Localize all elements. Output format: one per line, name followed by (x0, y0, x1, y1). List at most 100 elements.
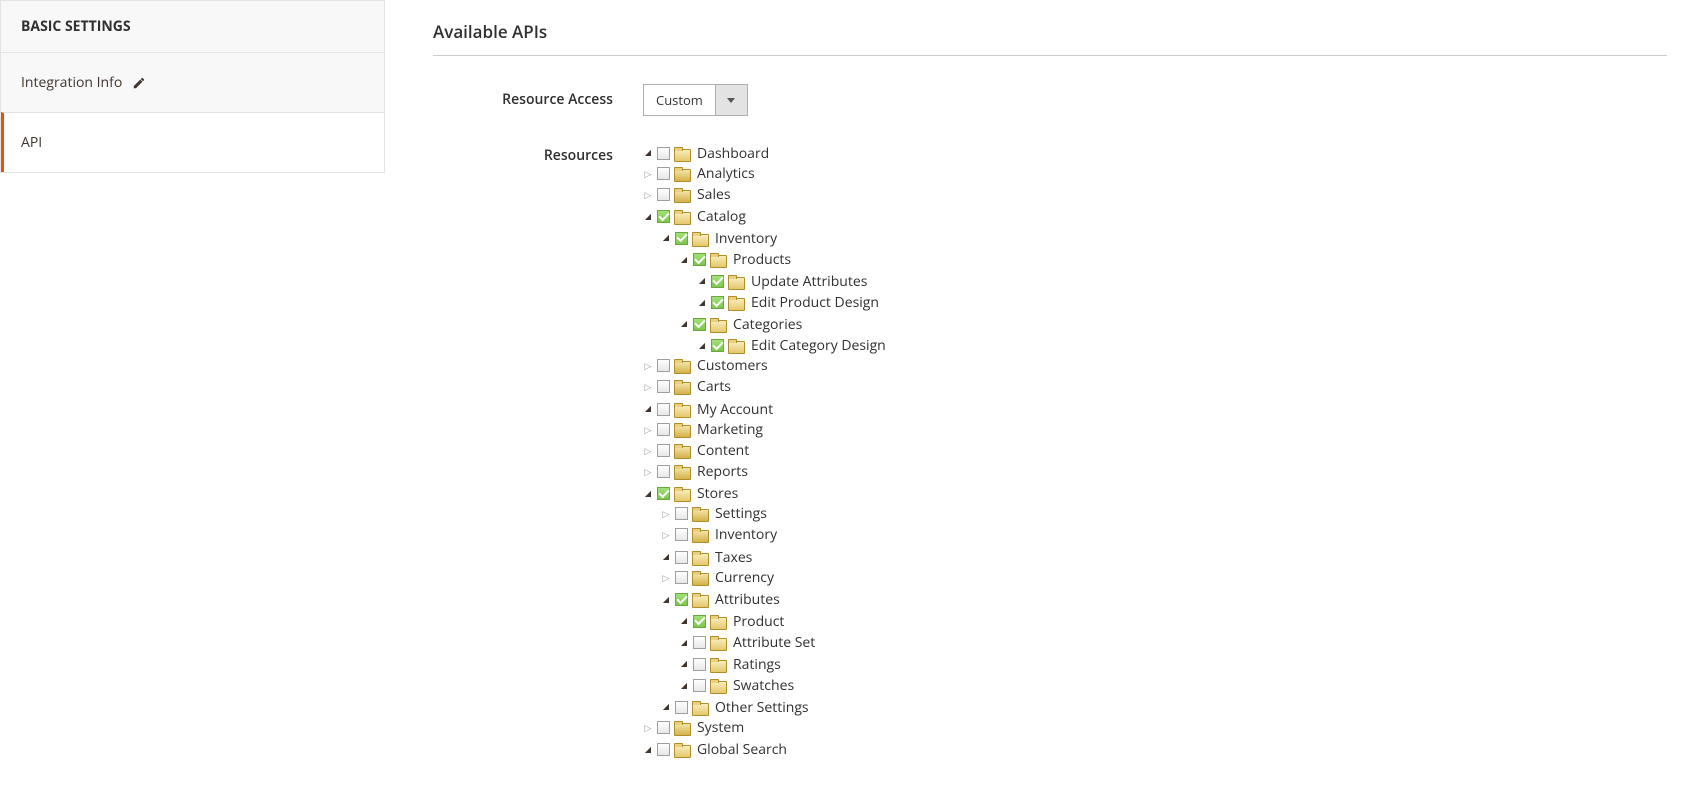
resource-tree: ◢ Dashboard ▷ Analytics ▷ Sales ◢ Catalog ◢ Inven… (643, 140, 1667, 758)
tree-node-label[interactable]: My Account (695, 399, 773, 420)
expand-icon[interactable]: ▷ (661, 571, 671, 585)
collapse-icon[interactable]: ◢ (679, 680, 689, 692)
tree-node-label[interactable]: Swatches (731, 675, 794, 696)
tree-node-label[interactable]: Ratings (731, 654, 781, 675)
tree-node-label[interactable]: Attributes (713, 589, 780, 610)
tree-checkbox[interactable] (657, 147, 670, 160)
tree-node-label[interactable]: Edit Category Design (749, 335, 886, 356)
tree-checkbox[interactable] (657, 487, 670, 500)
tree-node-label[interactable]: Analytics (695, 163, 755, 184)
collapse-icon[interactable]: ◢ (697, 275, 707, 287)
expand-icon[interactable]: ▷ (643, 380, 653, 394)
tree-checkbox[interactable] (657, 188, 670, 201)
collapse-icon[interactable]: ◢ (679, 658, 689, 670)
tree-checkbox[interactable] (657, 210, 670, 223)
tree-node-label[interactable]: Sales (695, 184, 731, 205)
collapse-icon[interactable]: ◢ (643, 147, 653, 159)
collapse-icon[interactable]: ◢ (643, 744, 653, 756)
expand-icon[interactable]: ▷ (643, 444, 653, 458)
tree-node-label[interactable]: Other Settings (713, 697, 809, 718)
collapse-icon[interactable]: ◢ (679, 637, 689, 649)
tree-node-label[interactable]: Edit Product Design (749, 292, 879, 313)
tree-checkbox[interactable] (711, 296, 724, 309)
expand-icon[interactable]: ▷ (643, 465, 653, 479)
tree-checkbox[interactable] (657, 167, 670, 180)
tree-checkbox[interactable] (657, 721, 670, 734)
tree-node: ▷ Content (643, 439, 1667, 460)
collapse-icon[interactable]: ◢ (643, 488, 653, 500)
tree-checkbox[interactable] (675, 551, 688, 564)
collapse-icon[interactable]: ◢ (679, 318, 689, 330)
tree-checkbox[interactable] (675, 528, 688, 541)
tree-node-row: ▷ Reports (643, 463, 748, 480)
tree-checkbox[interactable] (693, 679, 706, 692)
tree-checkbox[interactable] (693, 636, 706, 649)
expand-icon[interactable]: ▷ (643, 167, 653, 181)
tree-node-label[interactable]: Dashboard (695, 143, 769, 164)
tree-node-label[interactable]: Customers (695, 355, 768, 376)
collapse-icon[interactable]: ◢ (643, 211, 653, 223)
select-toggle-button[interactable] (715, 85, 747, 115)
tree-node-label[interactable]: Global Search (695, 739, 787, 760)
tree-checkbox[interactable] (657, 423, 670, 436)
collapse-icon[interactable]: ◢ (661, 551, 671, 563)
expand-icon[interactable]: ▷ (661, 507, 671, 521)
tree-checkbox[interactable] (657, 380, 670, 393)
tree-node-row: ◢ Ratings (679, 656, 781, 673)
tree-node-label[interactable]: Reports (695, 461, 748, 482)
tree-node-label[interactable]: Marketing (695, 419, 763, 440)
tree-checkbox[interactable] (675, 571, 688, 584)
sidebar-item-integration-info[interactable]: Integration Info (1, 52, 384, 112)
tree-checkbox[interactable] (657, 403, 670, 416)
tree-node-label[interactable]: Currency (713, 567, 774, 588)
folder-icon (674, 403, 691, 416)
collapse-icon[interactable]: ◢ (661, 232, 671, 244)
collapse-icon[interactable]: ◢ (679, 254, 689, 266)
tree-checkbox[interactable] (693, 318, 706, 331)
expand-icon[interactable]: ▷ (643, 721, 653, 735)
collapse-icon[interactable]: ◢ (643, 403, 653, 415)
tree-checkbox[interactable] (675, 507, 688, 520)
collapse-icon[interactable]: ◢ (661, 594, 671, 606)
expand-icon[interactable]: ▷ (643, 188, 653, 202)
tree-checkbox[interactable] (657, 743, 670, 756)
tree-node-label[interactable]: System (695, 717, 744, 738)
tree-node-label[interactable]: Inventory (713, 524, 777, 545)
tree-node-label[interactable]: Categories (731, 314, 802, 335)
expand-icon[interactable]: ▷ (643, 423, 653, 437)
tree-checkbox[interactable] (693, 658, 706, 671)
tree-node-label[interactable]: Attribute Set (731, 632, 815, 653)
folder-icon (674, 721, 691, 734)
tree-checkbox[interactable] (675, 232, 688, 245)
tree-node: ▷ Analytics (643, 162, 1667, 183)
folder-icon (692, 232, 709, 245)
tree-node-label[interactable]: Stores (695, 483, 738, 504)
collapse-icon[interactable]: ◢ (697, 340, 707, 352)
tree-checkbox[interactable] (657, 359, 670, 372)
tree-node-label[interactable]: Products (731, 249, 791, 270)
collapse-icon[interactable]: ◢ (679, 615, 689, 627)
tree-checkbox[interactable] (711, 339, 724, 352)
folder-icon (674, 444, 691, 457)
tree-checkbox[interactable] (693, 253, 706, 266)
tree-node-label[interactable]: Carts (695, 376, 731, 397)
tree-node-label[interactable]: Product (731, 611, 784, 632)
tree-node-label[interactable]: Settings (713, 503, 767, 524)
tree-node-label[interactable]: Inventory (713, 228, 777, 249)
tree-checkbox[interactable] (657, 465, 670, 478)
sidebar-item-api[interactable]: API (1, 112, 384, 172)
collapse-icon[interactable]: ◢ (661, 701, 671, 713)
tree-checkbox[interactable] (711, 275, 724, 288)
tree-node-label[interactable]: Catalog (695, 206, 746, 227)
tree-node-label[interactable]: Taxes (713, 547, 752, 568)
main-panel: Available APIs Resource Access Custom Re… (385, 0, 1707, 802)
tree-checkbox[interactable] (693, 615, 706, 628)
collapse-icon[interactable]: ◢ (697, 297, 707, 309)
tree-checkbox[interactable] (657, 444, 670, 457)
expand-icon[interactable]: ▷ (643, 359, 653, 373)
tree-checkbox[interactable] (675, 593, 688, 606)
tree-node-label[interactable]: Update Attributes (749, 271, 867, 292)
expand-icon[interactable]: ▷ (661, 528, 671, 542)
resource-access-select[interactable]: Custom (643, 84, 748, 116)
tree-node-label[interactable]: Content (695, 440, 749, 461)
